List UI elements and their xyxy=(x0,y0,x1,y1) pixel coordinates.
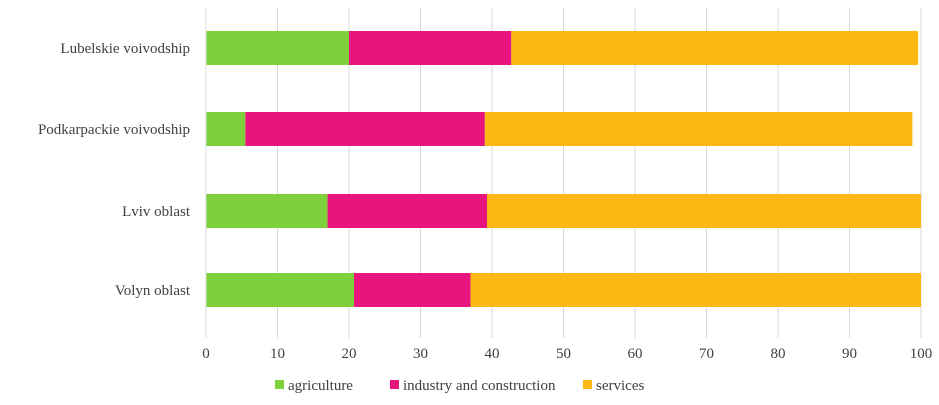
legend-label: agriculture xyxy=(288,378,353,394)
x-tick-label: 10 xyxy=(270,346,285,362)
bar-agriculture-3 xyxy=(206,273,355,307)
bar-services-0 xyxy=(511,31,919,65)
category-label: Lviv oblast xyxy=(122,204,191,220)
bar-agriculture-2 xyxy=(206,194,328,228)
bars xyxy=(206,31,921,307)
legend-label: industry and construction xyxy=(403,378,556,394)
bar-services-1 xyxy=(484,112,913,146)
x-tick-label: 60 xyxy=(628,346,643,362)
legend-swatch xyxy=(275,380,284,389)
x-tick-label: 90 xyxy=(842,346,857,362)
bar-industry-and-construction-2 xyxy=(327,194,487,228)
x-tick-label: 30 xyxy=(413,346,428,362)
legend-swatch xyxy=(390,380,399,389)
x-tick-label: 40 xyxy=(485,346,500,362)
bar-industry-and-construction-0 xyxy=(349,31,512,65)
bar-agriculture-1 xyxy=(206,112,246,146)
x-tick-labels: 0 10 20 30 40 50 60 70 80 90 100 xyxy=(202,346,932,362)
bar-industry-and-construction-1 xyxy=(245,112,485,146)
category-label: Lubelskie voivodship xyxy=(60,41,190,57)
legend: agriculture industry and construction serv… xyxy=(275,378,644,394)
category-label: Volyn oblast xyxy=(115,283,191,299)
x-tick-label: 100 xyxy=(910,346,933,362)
x-tick-label: 50 xyxy=(556,346,571,362)
category-label: Podkarpackie voivodship xyxy=(38,122,190,138)
legend-label: services xyxy=(596,378,644,394)
bar-agriculture-0 xyxy=(206,31,349,65)
legend-swatch xyxy=(583,380,592,389)
category-labels: Lubelskie voivodship Podkarpackie voivods… xyxy=(38,41,191,299)
x-tick-label: 70 xyxy=(699,346,714,362)
bar-services-3 xyxy=(470,273,921,307)
bar-industry-and-construction-3 xyxy=(354,273,471,307)
x-tick-label: 0 xyxy=(202,346,210,362)
bar-services-2 xyxy=(486,194,921,228)
x-tick-label: 20 xyxy=(342,346,357,362)
x-tick-label: 80 xyxy=(771,346,786,362)
